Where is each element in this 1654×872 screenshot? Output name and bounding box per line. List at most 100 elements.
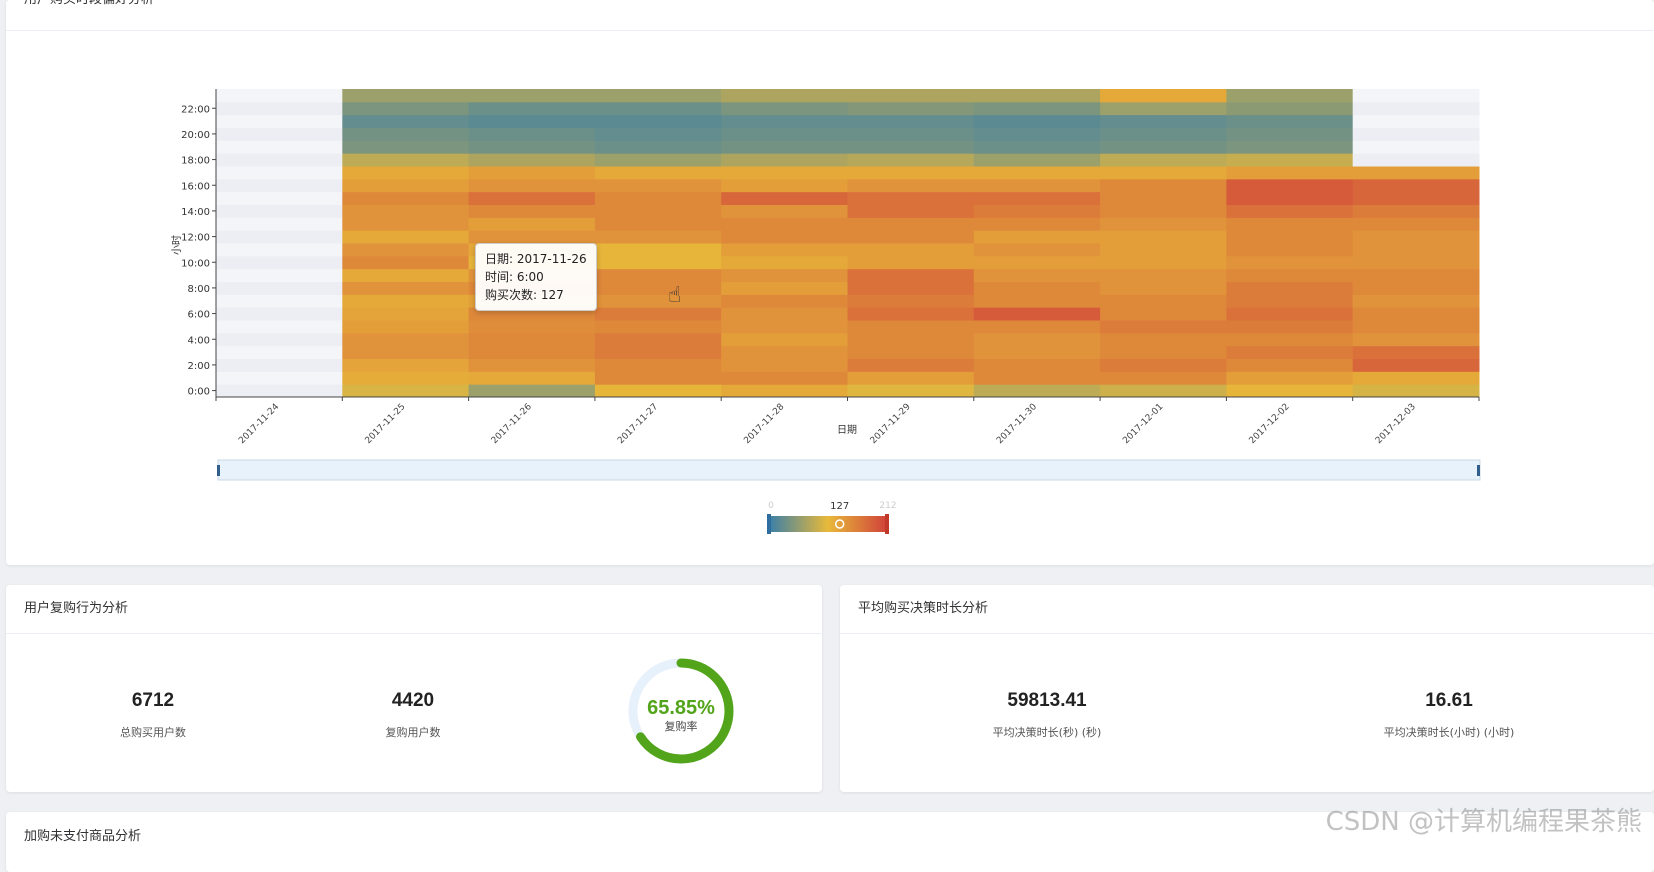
heatmap-cell[interactable] (468, 191, 596, 205)
heatmap-cell[interactable] (1100, 243, 1227, 257)
heatmap-cell[interactable] (594, 114, 722, 128)
heatmap-cell[interactable] (847, 358, 975, 372)
heatmap-cell[interactable] (847, 384, 975, 398)
heatmap-cell[interactable] (1100, 153, 1227, 167)
heatmap-cell[interactable] (342, 178, 470, 193)
heatmap-cell[interactable] (721, 307, 848, 321)
heatmap-cell[interactable] (1226, 191, 1354, 205)
heatmap-cell[interactable] (594, 217, 722, 231)
heatmap-cell[interactable] (468, 101, 596, 116)
heatmap-cell[interactable] (342, 217, 470, 231)
heatmap-cell[interactable] (1226, 89, 1354, 103)
heatmap-cell[interactable] (468, 332, 596, 347)
heatmap-cell[interactable] (973, 127, 1101, 141)
heatmap-cell[interactable] (721, 268, 848, 282)
heatmap-cell[interactable] (721, 89, 848, 103)
heatmap-cell[interactable] (594, 153, 722, 167)
heatmap-cell[interactable] (216, 191, 343, 205)
heatmap-cell[interactable] (1226, 307, 1354, 321)
heatmap-cell[interactable] (216, 371, 343, 385)
heatmap-cell[interactable] (721, 358, 848, 372)
heatmap-cell[interactable] (468, 140, 596, 154)
visualmap-handle-right[interactable] (885, 514, 889, 534)
heatmap-cell[interactable] (973, 217, 1101, 231)
heatmap-cell[interactable] (594, 281, 722, 295)
heatmap-cell[interactable] (1100, 294, 1227, 308)
heatmap-cell[interactable] (721, 178, 848, 193)
heatmap-cell[interactable] (973, 140, 1101, 154)
heatmap-cell[interactable] (1226, 140, 1354, 154)
heatmap-cell[interactable] (594, 230, 722, 244)
heatmap-cell[interactable] (1226, 384, 1354, 398)
heatmap-cell[interactable] (847, 166, 975, 180)
heatmap-cell[interactable] (847, 114, 975, 128)
heatmap-cell[interactable] (216, 268, 343, 282)
heatmap-cell[interactable] (847, 127, 975, 141)
heatmap-cell[interactable] (216, 230, 343, 244)
heatmap-cell[interactable] (973, 243, 1101, 257)
heatmap-cell[interactable] (1226, 358, 1354, 372)
heatmap-cell[interactable] (847, 217, 975, 231)
heatmap-cell[interactable] (1352, 268, 1480, 282)
heatmap-cell[interactable] (847, 204, 975, 218)
heatmap-cell[interactable] (342, 281, 470, 295)
heatmap-cell[interactable] (594, 268, 722, 282)
heatmap-cell[interactable] (847, 243, 975, 257)
heatmap-cell[interactable] (721, 217, 848, 231)
heatmap-cell[interactable] (847, 345, 975, 359)
heatmap-cell[interactable] (721, 345, 848, 359)
heatmap-cell[interactable] (216, 127, 343, 141)
heatmap-cell[interactable] (594, 320, 722, 334)
heatmap-cell[interactable] (342, 307, 470, 321)
heatmap-cell[interactable] (721, 204, 848, 218)
heatmap-cell[interactable] (973, 178, 1101, 193)
heatmap-cell[interactable] (1100, 230, 1227, 244)
heatmap-cell[interactable] (342, 243, 470, 257)
heatmap-cell[interactable] (594, 127, 722, 141)
heatmap-cell[interactable] (1100, 358, 1227, 372)
heatmap-cell[interactable] (216, 101, 343, 116)
heatmap-cell[interactable] (1100, 114, 1227, 128)
heatmap-cell[interactable] (721, 371, 848, 385)
heatmap-cell[interactable] (468, 230, 596, 244)
heatmap-cell[interactable] (1352, 191, 1480, 205)
heatmap-cell[interactable] (594, 345, 722, 359)
heatmap-cell[interactable] (847, 178, 975, 193)
heatmap-cell[interactable] (973, 281, 1101, 295)
heatmap-cell[interactable] (468, 371, 596, 385)
heatmap-cell[interactable] (216, 114, 343, 128)
heatmap-cell[interactable] (594, 384, 722, 398)
heatmap-cell[interactable] (216, 178, 343, 193)
heatmap-cell[interactable] (1352, 153, 1480, 167)
heatmap-cell[interactable] (847, 140, 975, 154)
heatmap-cell[interactable] (216, 281, 343, 295)
heatmap-cell[interactable] (973, 255, 1101, 270)
heatmap-cell[interactable] (1100, 217, 1227, 231)
heatmap-cell[interactable] (847, 255, 975, 270)
heatmap-cell[interactable] (1352, 166, 1480, 180)
heatmap-cell[interactable] (1100, 345, 1227, 359)
heatmap-cell[interactable] (721, 384, 848, 398)
heatmap-cell[interactable] (342, 114, 470, 128)
heatmap-cell[interactable] (1226, 217, 1354, 231)
heatmap-cell[interactable] (216, 320, 343, 334)
heatmap-cell[interactable] (1226, 320, 1354, 334)
heatmap-cell[interactable] (1226, 268, 1354, 282)
heatmap-cell[interactable] (216, 166, 343, 180)
heatmap-cell[interactable] (216, 332, 343, 347)
heatmap-cell[interactable] (1352, 307, 1480, 321)
heatmap-cell[interactable] (1226, 345, 1354, 359)
heatmap-cell[interactable] (847, 307, 975, 321)
heatmap-cell[interactable] (1226, 332, 1354, 347)
heatmap-cell[interactable] (342, 230, 470, 244)
heatmap-cell[interactable] (973, 384, 1101, 398)
heatmap-cell[interactable] (973, 307, 1101, 321)
heatmap-cell[interactable] (973, 371, 1101, 385)
heatmap-cell[interactable] (1100, 268, 1227, 282)
heatmap-cell[interactable] (1352, 127, 1480, 141)
heatmap-cell[interactable] (1226, 153, 1354, 167)
heatmap-cell[interactable] (721, 230, 848, 244)
heatmap-cell[interactable] (721, 127, 848, 141)
heatmap-cell[interactable] (1100, 101, 1227, 116)
heatmap-cell[interactable] (468, 89, 596, 103)
